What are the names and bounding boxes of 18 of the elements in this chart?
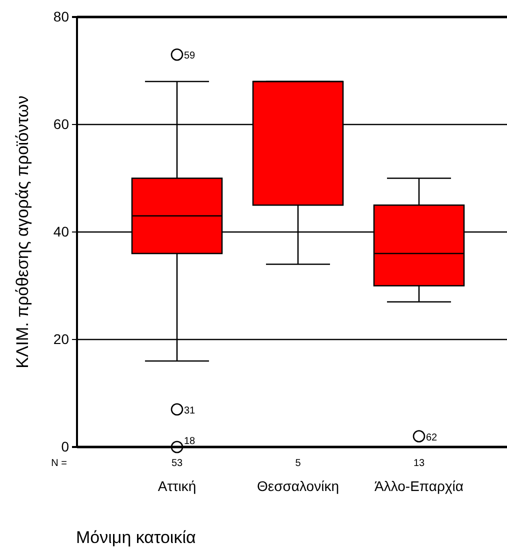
x-tick-label: Θεσσαλονίκη xyxy=(257,478,339,494)
text: N = xyxy=(51,458,68,469)
annotation: 18 xyxy=(184,436,196,447)
y-tick-label: 80 xyxy=(53,8,70,24)
y-tick-label: 60 xyxy=(53,116,70,132)
x-tick-label: Αττική xyxy=(158,478,196,494)
text: 13 xyxy=(413,458,425,469)
y-axis-title: ΚΛΙΜ. πρόθεσης αγοράς προϊόντων xyxy=(13,96,32,368)
text: 53 xyxy=(171,458,183,469)
y-tick-label: 0 xyxy=(61,438,70,454)
annotation: 62 xyxy=(426,432,438,444)
y-tick-label: 20 xyxy=(53,330,70,347)
x-tick-label: Άλλο-Επαρχία xyxy=(374,478,464,494)
text: 5 xyxy=(295,458,302,469)
annotation: 59 xyxy=(184,50,196,62)
annotation: 31 xyxy=(184,405,196,416)
x-axis-title: Μόνιμη κατοικία xyxy=(76,528,196,547)
y-tick-label: 40 xyxy=(53,223,70,240)
